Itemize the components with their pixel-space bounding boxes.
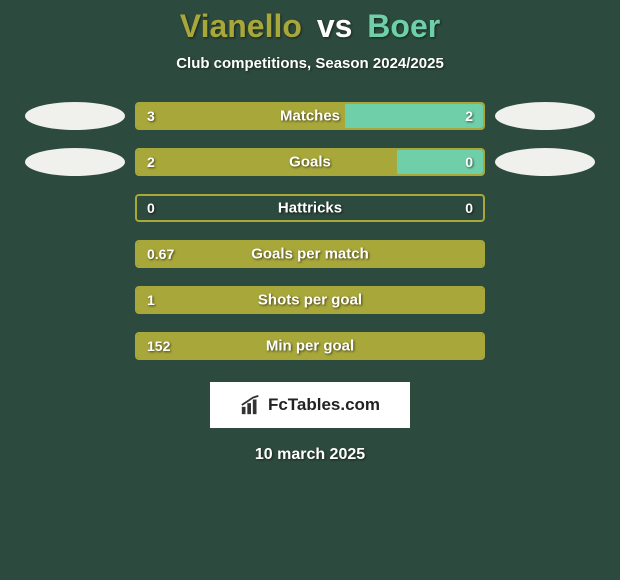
stat-label: Shots per goal (258, 292, 362, 309)
stat-label: Matches (280, 108, 340, 125)
stats-container: 3 2 Matches 2 0 Goals 0 0 Hattricks 0.67 Goals per… (0, 102, 620, 360)
stat-value-right: 0 (465, 200, 473, 216)
subtitle-text: Club competitions, Season 2024/2025 (0, 55, 620, 72)
logo-text: FcTables.com (268, 395, 380, 415)
player2-name: Boer (367, 8, 440, 44)
vs-text: vs (317, 8, 353, 44)
stat-row: 1 Shots per goal (0, 286, 620, 314)
fctables-logo: FcTables.com (210, 382, 410, 428)
fill-right (345, 104, 483, 128)
stat-bar: 3 2 Matches (135, 102, 485, 130)
stat-row: 152 Min per goal (0, 332, 620, 360)
stat-bar: 0.67 Goals per match (135, 240, 485, 268)
stat-row: 3 2 Matches (0, 102, 620, 130)
stat-label: Min per goal (266, 338, 354, 355)
stat-row: 2 0 Goals (0, 148, 620, 176)
player1-shirt-icon (25, 148, 125, 176)
player1-name: Vianello (180, 8, 302, 44)
comparison-title: Vianello vs Boer (0, 0, 620, 45)
stat-bar: 2 0 Goals (135, 148, 485, 176)
stat-bar: 152 Min per goal (135, 332, 485, 360)
fill-left (137, 150, 397, 174)
date-text: 10 march 2025 (0, 446, 620, 464)
stat-label: Goals (289, 154, 331, 171)
stat-value-left: 1 (147, 292, 155, 308)
stat-row: 0 0 Hattricks (0, 194, 620, 222)
logo-chart-icon (240, 394, 262, 416)
stat-value-left: 2 (147, 154, 155, 170)
player1-shirt-icon (25, 102, 125, 130)
stat-value-left: 3 (147, 108, 155, 124)
player2-shirt-icon (495, 102, 595, 130)
stat-value-right: 0 (465, 154, 473, 170)
stat-value-left: 0 (147, 200, 155, 216)
stat-value-left: 0.67 (147, 246, 174, 262)
stat-bar: 1 Shots per goal (135, 286, 485, 314)
stat-label: Goals per match (251, 246, 369, 263)
stat-row: 0.67 Goals per match (0, 240, 620, 268)
stat-value-right: 2 (465, 108, 473, 124)
stat-bar: 0 0 Hattricks (135, 194, 485, 222)
stat-value-left: 152 (147, 338, 170, 354)
player2-shirt-icon (495, 148, 595, 176)
stat-label: Hattricks (278, 200, 342, 217)
